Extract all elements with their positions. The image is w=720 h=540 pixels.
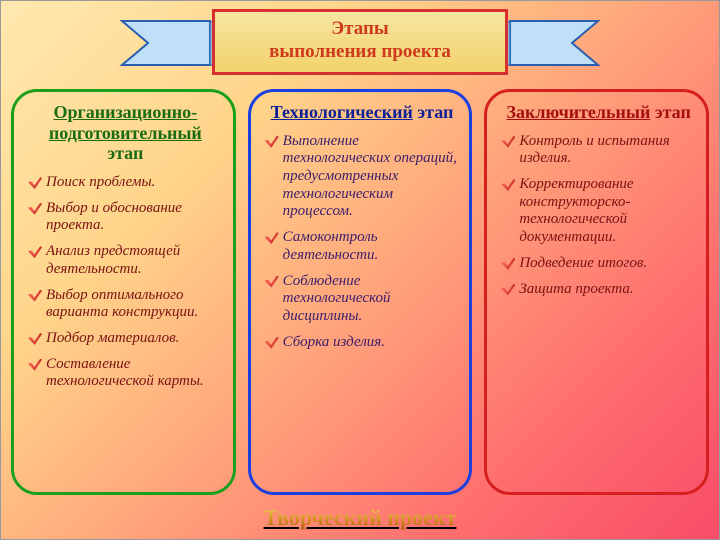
list-item: Контроль и испытания изделия. (503, 133, 694, 168)
title-panel: Этапы выполнения проекта (212, 9, 508, 75)
footer-label: Творческий проект (1, 505, 719, 531)
list-item: Соблюдение технологической дисциплины. (267, 273, 458, 326)
list-item: Защита проекта. (503, 281, 694, 299)
column-organizational: Организационно-подготовительный этап Пои… (11, 89, 236, 495)
column-heading: Заключительный этап (503, 102, 694, 123)
column-heading: Технологический этап (267, 102, 458, 123)
list-item: Выполнение технологических операций, пре… (267, 133, 458, 221)
list-item: Поиск проблемы. (30, 174, 221, 192)
list-item: Самоконтроль деятельности. (267, 229, 458, 264)
column-heading: Организационно-подготовительный этап (30, 102, 221, 164)
list-item: Сборка изделия. (267, 334, 458, 352)
list-item: Выбор оптимального варианта конструкции. (30, 287, 221, 322)
list-item: Подбор материалов. (30, 330, 221, 348)
columns-container: Организационно-подготовительный этап Пои… (11, 89, 709, 495)
list-item: Выбор и обоснование проекта. (30, 200, 221, 235)
title-line2: выполнения проекта (223, 41, 497, 64)
list-item: Составление технологической карты. (30, 356, 221, 391)
column-final: Заключительный этап Контроль и испытания… (484, 89, 709, 495)
ribbon-tails-svg (80, 5, 640, 85)
item-list: Контроль и испытания изделия. Корректиро… (503, 133, 694, 299)
list-item: Корректирование конструкторско-технологи… (503, 176, 694, 247)
title-line1: Этапы (223, 18, 497, 41)
slide-canvas: Этапы выполнения проекта Организационно-… (0, 0, 720, 540)
list-item: Подведение итогов. (503, 255, 694, 273)
list-item: Анализ предстоящей деятельности. (30, 243, 221, 278)
item-list: Поиск проблемы. Выбор и обоснование прое… (30, 174, 221, 391)
column-technological: Технологический этап Выполнение технолог… (248, 89, 473, 495)
item-list: Выполнение технологических операций, пре… (267, 133, 458, 352)
title-ribbon: Этапы выполнения проекта (1, 7, 719, 89)
